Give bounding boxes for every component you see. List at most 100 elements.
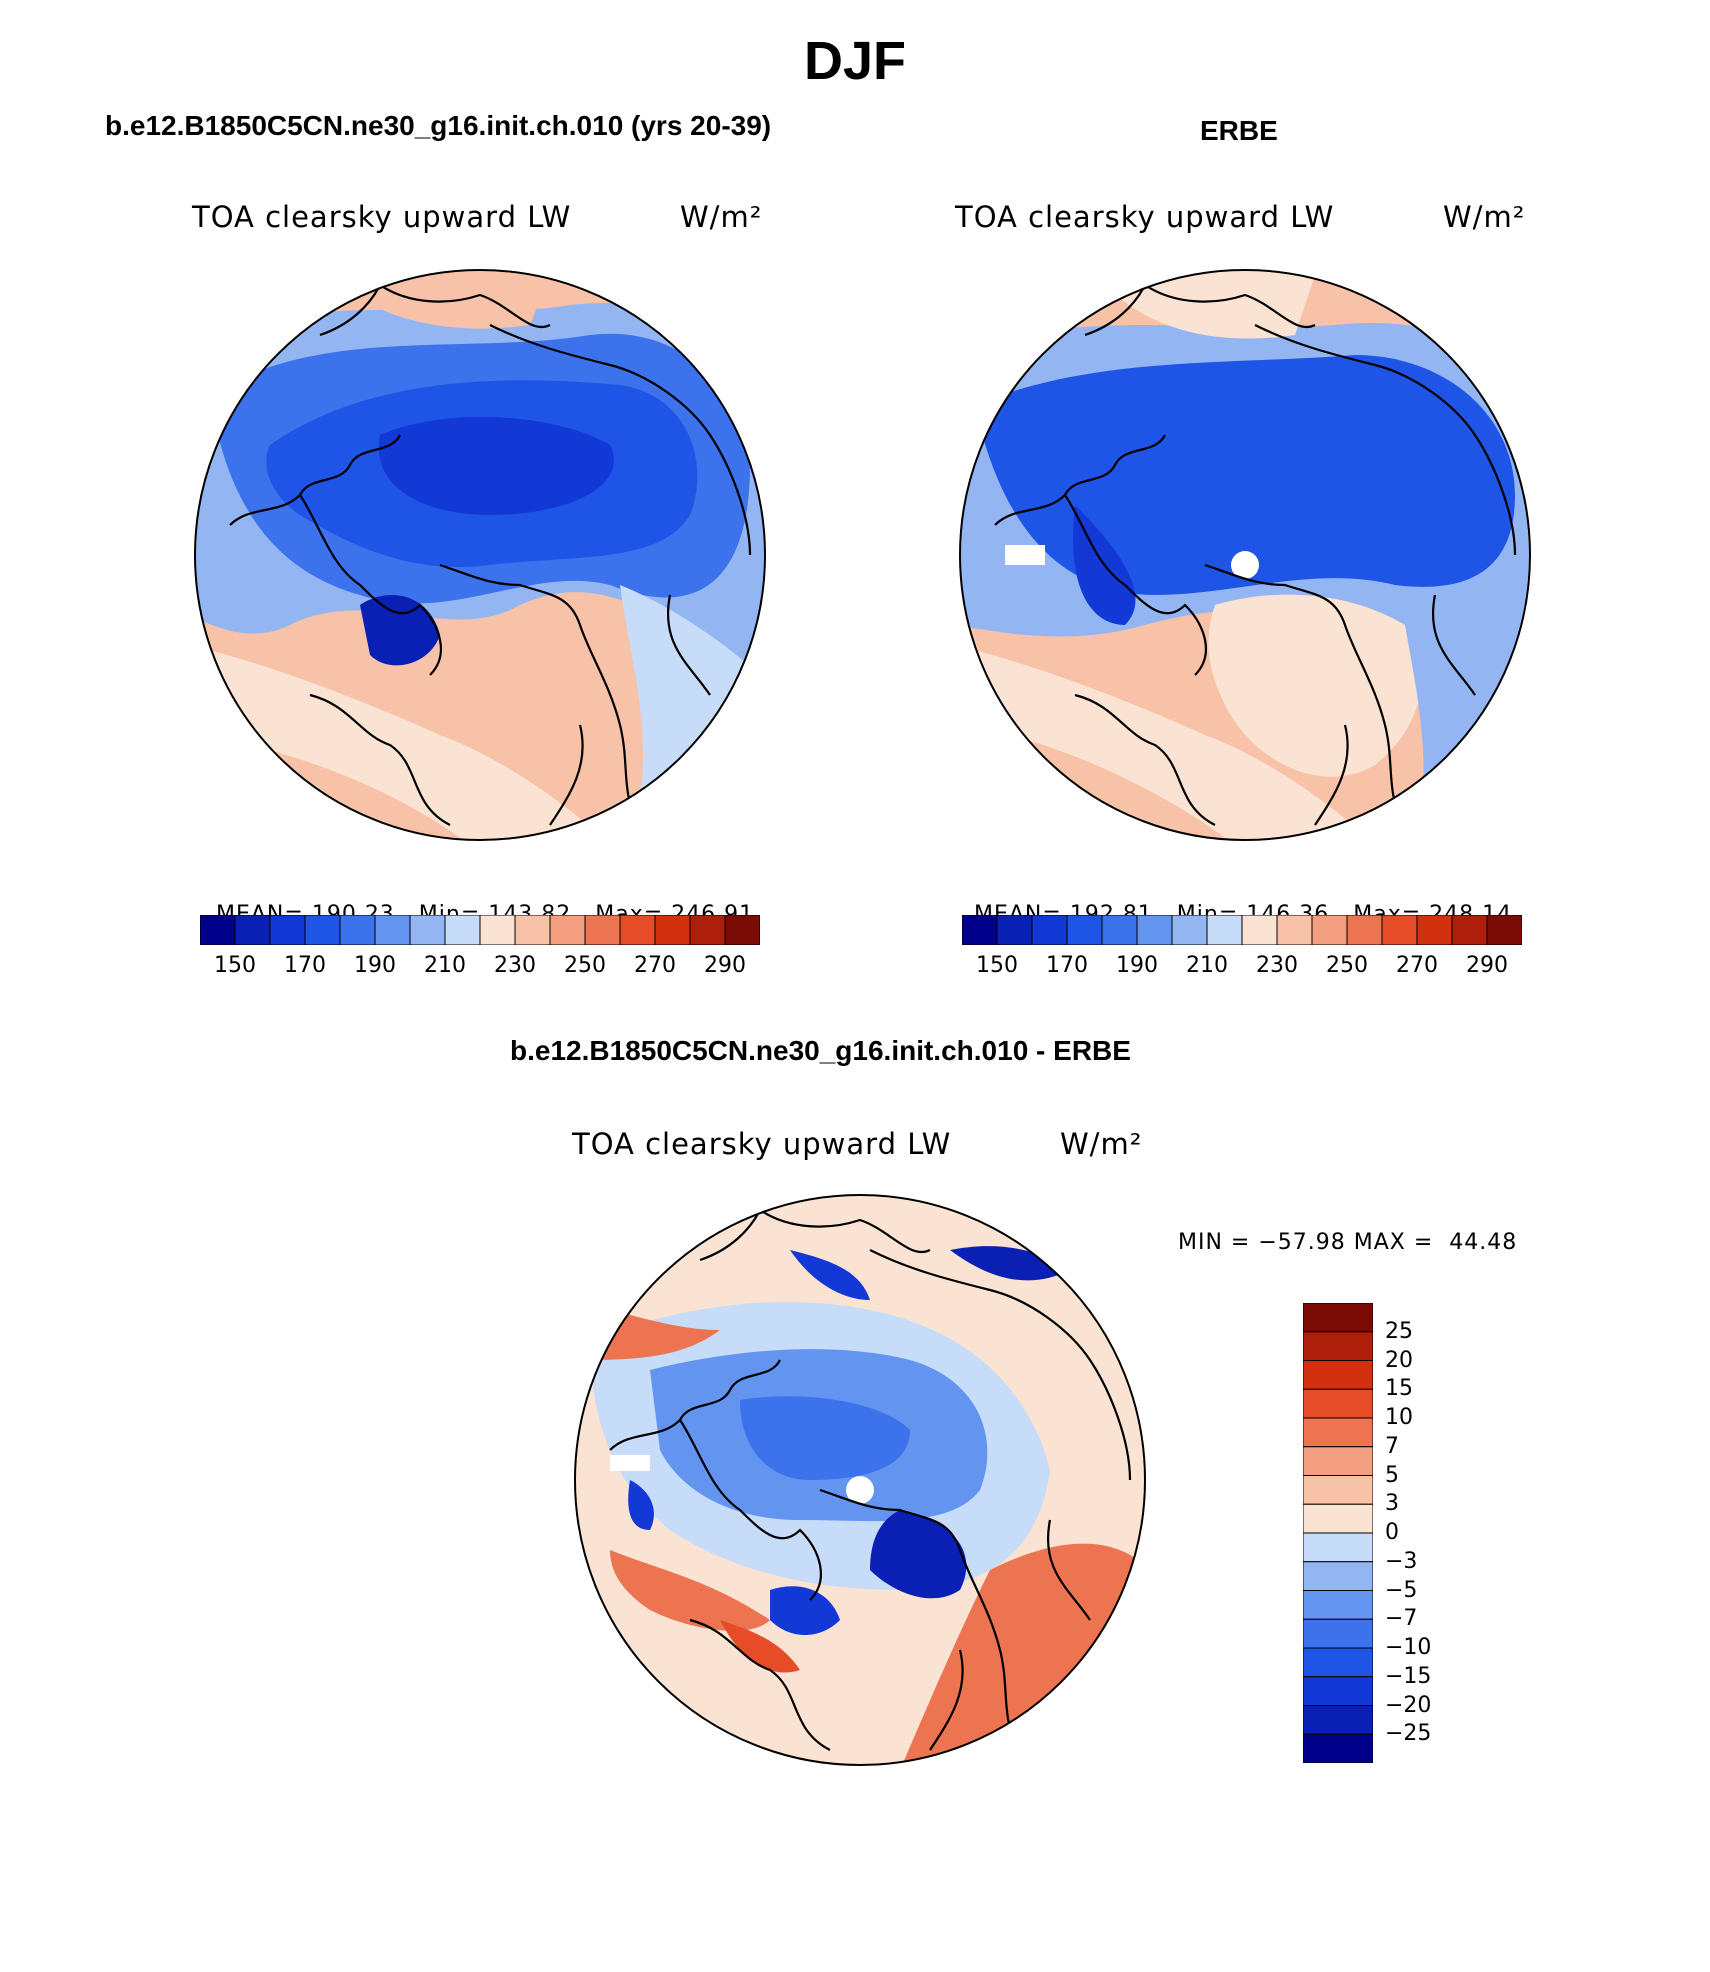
model-colorbar-tick-label: 230 [494, 953, 536, 978]
diff-colorbar-swatch [1303, 1475, 1373, 1505]
model-units-label: W/m² [680, 200, 763, 234]
diff-field-deep-negative [870, 1510, 967, 1599]
diff-field-negative-alaska [790, 1250, 870, 1300]
model-colorbar-tick-label: 270 [634, 953, 676, 978]
diff-colorbar-tick-label: −3 [1385, 1548, 1418, 1574]
diff-field-negative-patch [628, 1480, 654, 1530]
diff-colorbar-swatch [1303, 1532, 1373, 1563]
diff-field-core-cool [740, 1396, 910, 1480]
model-colorbar-tick-label: 190 [354, 953, 396, 978]
obs-colorbar-swatch [1066, 915, 1103, 945]
diff-colorbar-tick-label: −15 [1385, 1663, 1432, 1689]
model-coastlines [229, 284, 752, 826]
obs-units-label: W/m² [1443, 200, 1526, 234]
obs-variable-label: TOA clearsky upward LW [955, 200, 1335, 234]
obs-colorbar-tick-label: 290 [1466, 953, 1508, 978]
diff-map-border [574, 1194, 1146, 1766]
diff-colorbar-swatch [1303, 1705, 1373, 1735]
diff-colorbar-tick-label: −20 [1385, 1692, 1432, 1718]
model-colorbar-swatch [514, 915, 551, 945]
diff-colorbar-tick-label: −5 [1385, 1577, 1418, 1603]
model-colorbar-swatch [479, 915, 516, 945]
model-colorbar-tick-label: 290 [704, 953, 746, 978]
diff-colorbar-tick-label: −10 [1385, 1635, 1432, 1660]
model-colorbar-swatch [409, 915, 446, 945]
model-colorbar-swatch [339, 915, 376, 945]
diff-field-warm-atlantic [610, 1550, 770, 1631]
obs-colorbar-swatch [1101, 915, 1138, 945]
diff-colorbar-swatch [1303, 1676, 1373, 1706]
diff-field-negative-blob [770, 1586, 840, 1635]
obs-colorbar-swatch [996, 915, 1033, 945]
diff-colorbar-tick-label: 0 [1385, 1520, 1399, 1545]
diff-field-missing-pole [846, 1476, 874, 1504]
obs-colorbar-swatch [1381, 915, 1418, 945]
diff-colorbar-swatch [1303, 1446, 1373, 1476]
obs-colorbar-tick-label: 250 [1326, 953, 1368, 978]
obs-field-missing-pole [1231, 551, 1259, 579]
model-colorbar-swatch [724, 915, 760, 945]
obs-colorbar-tick-label: 170 [1046, 953, 1088, 978]
obs-colorbar [962, 915, 1522, 945]
obs-colorbar-tick-label: 210 [1186, 953, 1228, 978]
diff-polar-map [574, 1194, 1146, 1766]
obs-case-title: ERBE [1200, 115, 1278, 146]
diff-case-title: b.e12.B1850C5CN.ne30_g16.init.ch.010 - E… [510, 1035, 1131, 1066]
diff-colorbar-swatch [1303, 1590, 1373, 1620]
diff-colorbar-swatch [1303, 1388, 1373, 1419]
obs-coastlines [994, 284, 1517, 826]
diff-colorbar-tick-label: 15 [1385, 1376, 1413, 1402]
diff-field-negative-north [950, 1246, 1070, 1281]
diff-colorbar-swatch [1303, 1647, 1373, 1678]
obs-colorbar-swatch [1451, 915, 1488, 945]
model-colorbar [200, 915, 760, 945]
model-colorbar-swatch [374, 915, 411, 945]
diff-field-hot-spot [720, 1620, 800, 1673]
model-colorbar-swatch [584, 915, 621, 945]
page-title: DJF [803, 31, 906, 91]
obs-colorbar-swatch [1486, 915, 1522, 945]
model-colorbar-swatch [549, 915, 586, 945]
diff-colorbar-tick-label: 25 [1385, 1318, 1413, 1344]
diff-colorbar-ticks: 25 20 15 10 7 5 3 0 −3 −5 −7 −10 −15 −20 −25 [1385, 1303, 1505, 1763]
diff-colorbar-swatch [1303, 1733, 1373, 1763]
diff-colorbar-tick-label: 7 [1385, 1433, 1399, 1459]
diff-colorbar [1303, 1303, 1373, 1763]
diff-colorbar-tick-label: 20 [1385, 1347, 1413, 1373]
diff-colorbar-tick-label: −25 [1385, 1721, 1432, 1747]
obs-colorbar-swatch [1311, 915, 1348, 945]
obs-colorbar-swatch [1136, 915, 1173, 945]
model-colorbar-tick-label: 170 [284, 953, 326, 978]
model-colorbar-tick-label: 150 [214, 953, 256, 978]
obs-field-missing-patch [1005, 545, 1045, 565]
model-colorbar-swatch [269, 915, 306, 945]
model-variable-label: TOA clearsky upward LW [192, 200, 572, 234]
model-polar-map [194, 269, 766, 841]
model-colorbar-swatch [444, 915, 481, 945]
diff-colorbar-tick-label: −7 [1385, 1606, 1418, 1632]
diff-field-missing-patch [610, 1455, 650, 1471]
diff-variable-label: TOA clearsky upward LW [572, 1127, 952, 1161]
obs-colorbar-tick-label: 230 [1256, 953, 1298, 978]
model-colorbar-swatch [234, 915, 271, 945]
obs-colorbar-swatch [962, 915, 998, 945]
diff-colorbar-tick-label: 10 [1385, 1405, 1413, 1430]
obs-colorbar-swatch [1031, 915, 1068, 945]
model-field-greenland-cold [360, 595, 440, 666]
obs-colorbar-ticks: 150 170 190 210 230 250 270 290 [962, 953, 1522, 983]
diff-colorbar-tick-label: 3 [1385, 1491, 1399, 1517]
model-colorbar-swatch [200, 915, 236, 945]
diff-coastlines [609, 1209, 1132, 1751]
obs-field-cold [975, 355, 1515, 595]
obs-colorbar-tick-label: 150 [976, 953, 1018, 978]
diff-colorbar-swatch [1303, 1331, 1373, 1361]
model-colorbar-swatch [689, 915, 726, 945]
diff-colorbar-swatch [1303, 1618, 1373, 1649]
obs-map-border [959, 269, 1531, 841]
diff-colorbar-swatch [1303, 1561, 1373, 1591]
model-case-title: b.e12.B1850C5CN.ne30_g16.init.ch.010 (yr… [105, 110, 772, 141]
model-field-core [378, 416, 614, 515]
diff-units-label: W/m² [1060, 1127, 1143, 1161]
diff-stats: MIN = −57.98 MAX = 44.48 [1178, 1230, 1518, 1255]
obs-colorbar-swatch [1206, 915, 1243, 945]
